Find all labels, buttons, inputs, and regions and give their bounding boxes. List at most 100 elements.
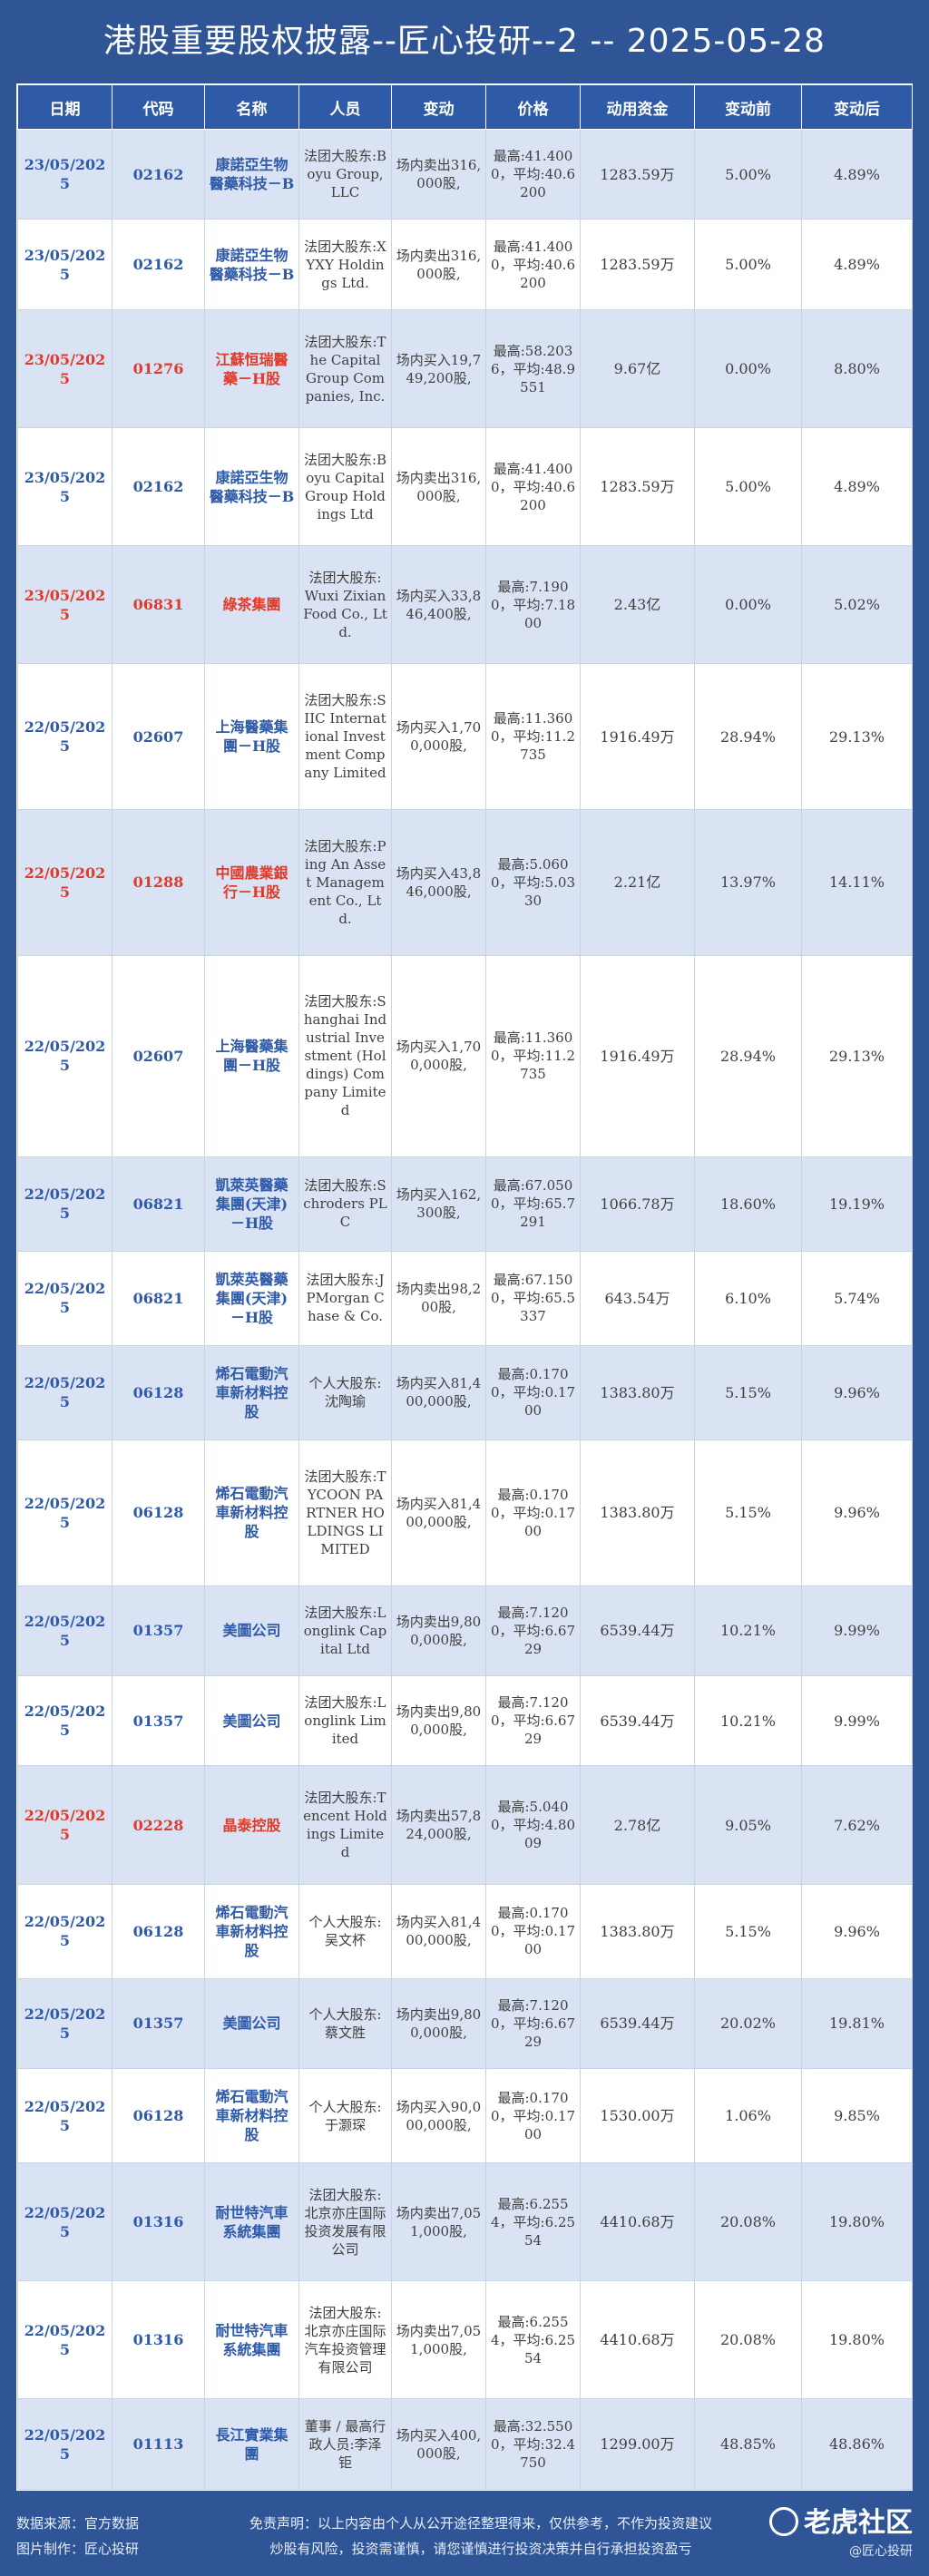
cell-name: 烯石電動汽車新材料控股: [204, 1439, 299, 1586]
header-before: 变动前: [694, 84, 802, 130]
cell-fund: 643.54万: [580, 1250, 695, 1346]
cell-after: 7.62%: [801, 1765, 913, 1885]
cell-name: 耐世特汽車系統集團: [204, 2162, 299, 2282]
cell-before: 5.00%: [694, 219, 802, 310]
cell-after: 29.13%: [801, 663, 913, 810]
cell-price: 最高:41.4000，平均:40.6200: [485, 427, 581, 547]
table-row: 22/05/2025 06128 烯石電動汽車新材料控股 个人大股东:吴文杯 场内买入8…: [17, 1883, 913, 1979]
cell-date: 22/05/2025: [17, 1344, 112, 1440]
cell-change: 场内买入43,846,000股,: [391, 808, 486, 956]
table-row: 22/05/2025 02228 晶泰控股 法团大股东:Tencent Holding…: [17, 1765, 913, 1885]
cell-code: 01113: [112, 2398, 205, 2490]
cell-price: 最高:0.1700，平均:0.1700: [485, 1439, 581, 1586]
cell-change: 场内买入81,400,000股,: [391, 1883, 486, 1979]
cell-before: 0.00%: [694, 545, 802, 665]
cell-person: 个人大股东:沈陶瑜: [298, 1344, 392, 1440]
cell-fund: 6539.44万: [580, 1977, 695, 2070]
cell-price: 最高:41.4000，平均:40.6200: [485, 219, 581, 310]
cell-fund: 2.78亿: [580, 1765, 695, 1885]
cell-price: 最高:6.2554，平均:6.2554: [485, 2162, 581, 2282]
table-row: 22/05/2025 01357 美圖公司 法团大股东:Longlink Limite…: [17, 1674, 913, 1767]
cell-change: 场内卖出316,000股,: [391, 427, 486, 547]
cell-fund: 9.67亿: [580, 308, 695, 429]
cell-name: 凱萊英醫藥集團(天津)－H股: [204, 1156, 299, 1252]
cell-person: 法团大股东:Wuxi Zixian Food Co., Ltd.: [298, 545, 392, 665]
cell-name: 烯石電動汽車新材料控股: [204, 1883, 299, 1979]
cell-after: 19.80%: [801, 2280, 913, 2400]
table-row: 22/05/2025 01288 中國農業銀行－H股 法团大股东:Ping An As…: [17, 808, 913, 956]
cell-before: 5.00%: [694, 128, 802, 220]
cell-before: 5.15%: [694, 1344, 802, 1440]
table-row: 22/05/2025 02607 上海醫藥集團－H股 法团大股东:Shanghai I…: [17, 954, 913, 1157]
header-price: 价格: [485, 84, 581, 130]
cell-person: 个人大股东:蔡文胜: [298, 1977, 392, 2070]
cell-before: 10.21%: [694, 1674, 802, 1767]
cell-name: 耐世特汽車系統集團: [204, 2280, 299, 2400]
cell-date: 22/05/2025: [17, 663, 112, 810]
cell-change: 场内卖出7,051,000股,: [391, 2162, 486, 2282]
cell-name: 晶泰控股: [204, 1765, 299, 1885]
cell-after: 5.02%: [801, 545, 913, 665]
cell-date: 22/05/2025: [17, 1156, 112, 1252]
cell-fund: 1916.49万: [580, 954, 695, 1157]
cell-person: 个人大股东:于灏琛: [298, 2068, 392, 2164]
cell-person: 法团大股东:北京亦庄国际投资发展有限公司: [298, 2162, 392, 2282]
header-after: 变动后: [801, 84, 913, 130]
cell-date: 22/05/2025: [17, 1250, 112, 1346]
cell-name: 烯石電動汽車新材料控股: [204, 1344, 299, 1440]
cell-before: 6.10%: [694, 1250, 802, 1346]
cell-change: 场内卖出9,800,000股,: [391, 1585, 486, 1677]
cell-change: 场内买入33,846,400股,: [391, 545, 486, 665]
header-fund: 动用资金: [580, 84, 695, 130]
cell-price: 最高:7.1200，平均:6.6729: [485, 1585, 581, 1677]
table-row: 22/05/2025 06821 凱萊英醫藥集團(天津)－H股 法团大股东:Schro…: [17, 1156, 913, 1252]
cell-name: 上海醫藥集團－H股: [204, 663, 299, 810]
cell-after: 48.86%: [801, 2398, 913, 2490]
cell-person: 法团大股东:北京亦庄国际汽车投资管理有限公司: [298, 2280, 392, 2400]
cell-date: 23/05/2025: [17, 545, 112, 665]
table-row: 22/05/2025 02607 上海醫藥集團－H股 法团大股东:SIIC Inter…: [17, 663, 913, 810]
cell-price: 最高:11.3600，平均:11.2735: [485, 663, 581, 810]
cell-date: 23/05/2025: [17, 219, 112, 310]
cell-fund: 2.43亿: [580, 545, 695, 665]
table-row: 23/05/2025 02162 康諾亞生物醫藥科技－B 法团大股东:Boyu Gro…: [17, 128, 913, 220]
cell-date: 22/05/2025: [17, 1585, 112, 1677]
cell-fund: 1383.80万: [580, 1439, 695, 1586]
cell-name: 美圖公司: [204, 1674, 299, 1767]
cell-date: 22/05/2025: [17, 954, 112, 1157]
cell-after: 19.81%: [801, 1977, 913, 2070]
cell-date: 22/05/2025: [17, 1674, 112, 1767]
cell-after: 4.89%: [801, 219, 913, 310]
table-row: 23/05/2025 02162 康諾亞生物醫藥科技－B 法团大股东:XYXY Hol…: [17, 219, 913, 310]
cell-before: 0.00%: [694, 308, 802, 429]
cell-change: 场内买入400,000股,: [391, 2398, 486, 2490]
cell-fund: 2.21亿: [580, 808, 695, 956]
cell-after: 14.11%: [801, 808, 913, 956]
cell-code: 02162: [112, 128, 205, 220]
cell-before: 18.60%: [694, 1156, 802, 1252]
cell-date: 23/05/2025: [17, 308, 112, 429]
table-row: 23/05/2025 06831 綠茶集團 法团大股东:Wuxi Zixian Foo…: [17, 545, 913, 665]
cell-change: 场内买入90,000,000股,: [391, 2068, 486, 2164]
cell-person: 法团大股东:The Capital Group Companies, Inc.: [298, 308, 392, 429]
cell-fund: 1283.59万: [580, 427, 695, 547]
table-row: 22/05/2025 01113 長江實業集團 董事 / 最高行政人员:李泽钜 场内买入…: [17, 2398, 913, 2490]
cell-after: 5.74%: [801, 1250, 913, 1346]
cell-name: 康諾亞生物醫藥科技－B: [204, 219, 299, 310]
table-row: 22/05/2025 06821 凱萊英醫藥集團(天津)－H股 法团大股东:JPMor…: [17, 1250, 913, 1346]
cell-before: 1.06%: [694, 2068, 802, 2164]
cell-before: 10.21%: [694, 1585, 802, 1677]
cell-name: 上海醫藥集團－H股: [204, 954, 299, 1157]
cell-price: 最高:7.1200，平均:6.6729: [485, 1977, 581, 2070]
cell-person: 法团大股东:Shanghai Industrial Investment (Ho…: [298, 954, 392, 1157]
cell-name: 烯石電動汽車新材料控股: [204, 2068, 299, 2164]
cell-change: 场内卖出9,800,000股,: [391, 1977, 486, 2070]
tiger-community-logo: 老虎社区: [768, 2505, 913, 2542]
header-date: 日期: [17, 84, 112, 130]
cell-before: 48.85%: [694, 2398, 802, 2490]
footer-maker: 图片制作：匠心投研: [16, 2541, 140, 2557]
cell-after: 9.96%: [801, 1883, 913, 1979]
cell-person: 法团大股东:Longlink Capital Ltd: [298, 1585, 392, 1677]
cell-name: 長江實業集團: [204, 2398, 299, 2490]
cell-price: 最高:67.0500，平均:65.7291: [485, 1156, 581, 1252]
